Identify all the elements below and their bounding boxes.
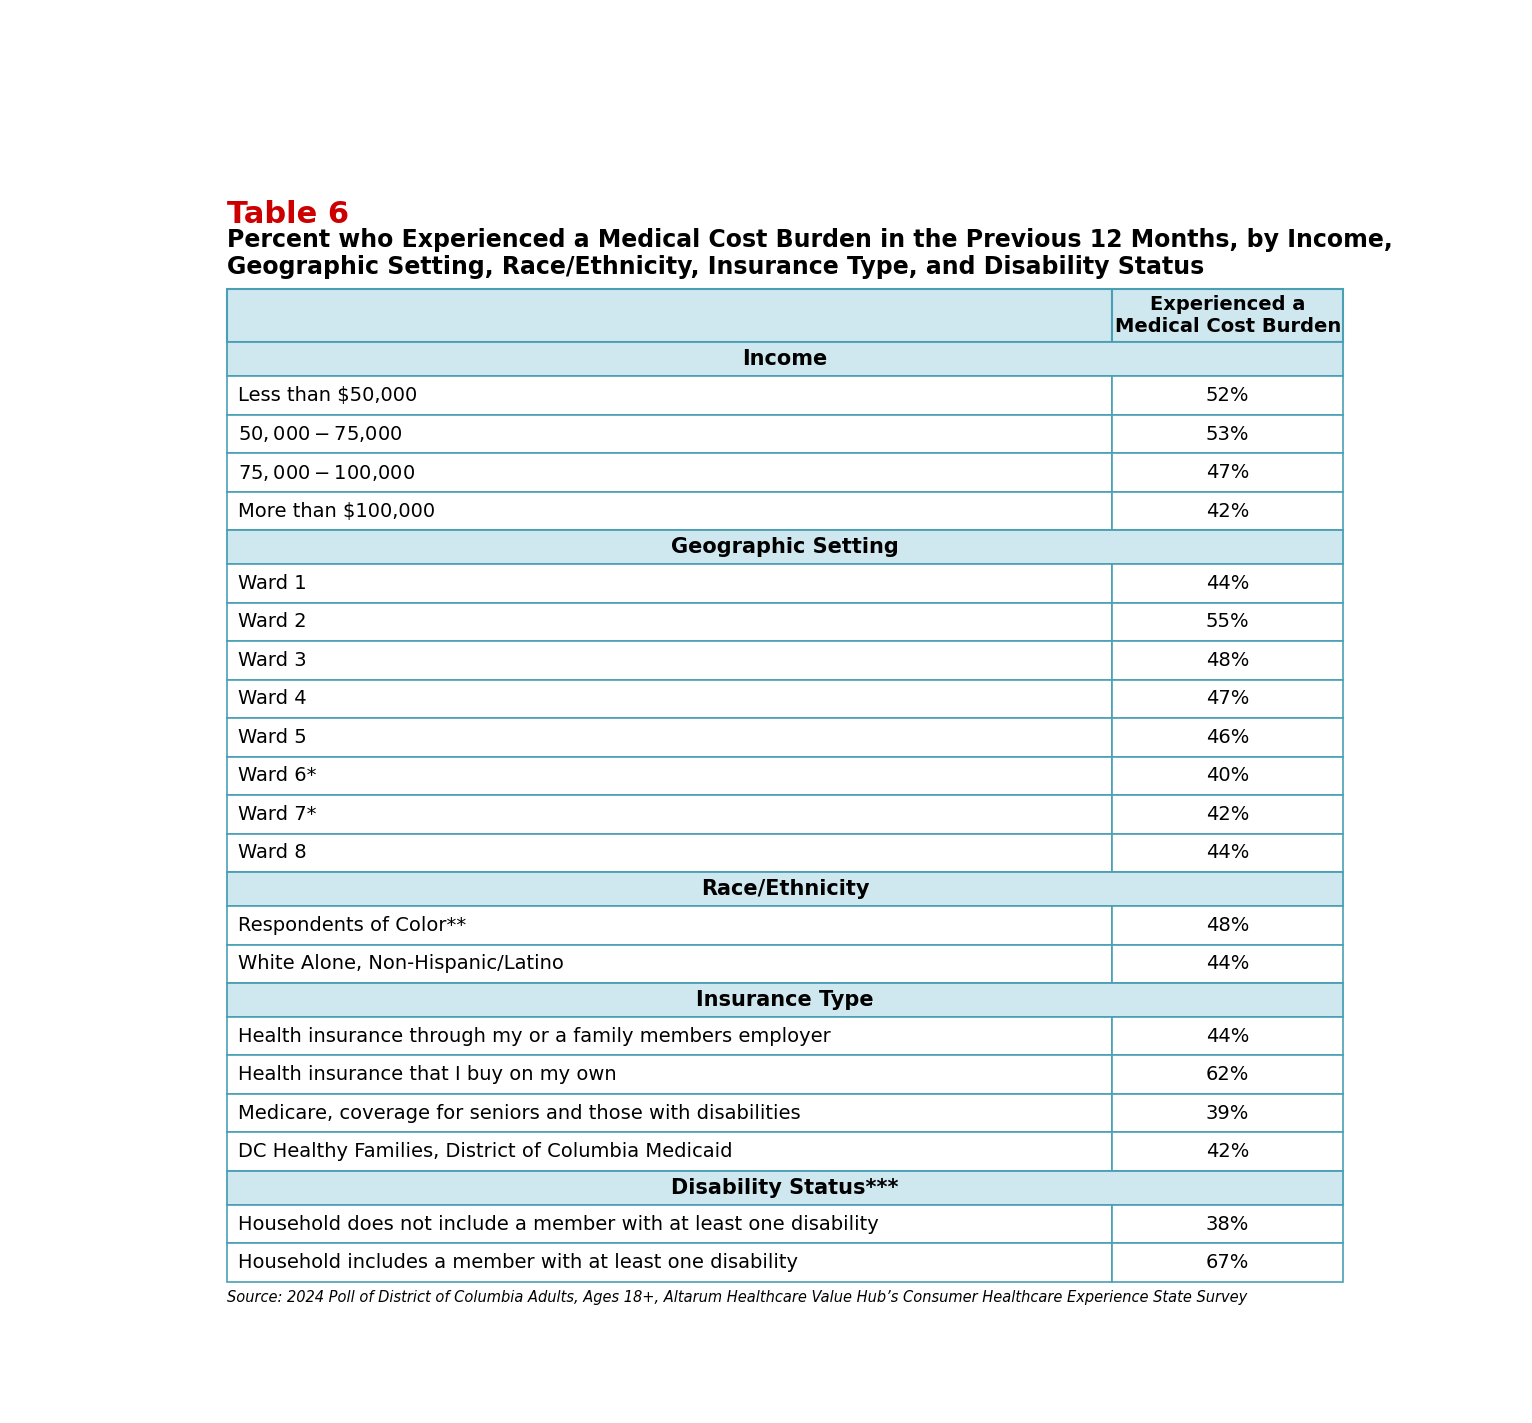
Text: Respondents of Color**: Respondents of Color** xyxy=(237,916,466,935)
Bar xyxy=(1112,1056,1344,1094)
Bar xyxy=(227,983,1344,1017)
Bar xyxy=(1112,757,1344,795)
Bar xyxy=(227,945,1112,983)
Text: Health insurance through my or a family members employer: Health insurance through my or a family … xyxy=(237,1027,830,1046)
Text: Ward 1: Ward 1 xyxy=(237,573,306,593)
Text: 44%: 44% xyxy=(1206,1027,1249,1046)
Bar xyxy=(1112,454,1344,492)
Text: Household includes a member with at least one disability: Household includes a member with at leas… xyxy=(237,1254,798,1272)
Bar xyxy=(1112,642,1344,680)
Bar xyxy=(227,603,1112,642)
Bar xyxy=(1112,906,1344,945)
Bar xyxy=(1112,834,1344,872)
Text: 55%: 55% xyxy=(1206,612,1250,632)
Bar xyxy=(227,872,1344,906)
Bar xyxy=(227,289,1112,343)
Text: Ward 7*: Ward 7* xyxy=(237,805,317,824)
Bar xyxy=(227,1171,1344,1205)
Bar xyxy=(1112,603,1344,642)
Text: Medicare, coverage for seniors and those with disabilities: Medicare, coverage for seniors and those… xyxy=(237,1104,801,1123)
Text: Income: Income xyxy=(743,350,827,370)
Text: Ward 6*: Ward 6* xyxy=(237,767,317,785)
Text: Insurance Type: Insurance Type xyxy=(697,990,873,1010)
Text: Household does not include a member with at least one disability: Household does not include a member with… xyxy=(237,1215,879,1234)
Text: 62%: 62% xyxy=(1206,1066,1249,1084)
Text: DC Healthy Families, District of Columbia Medicaid: DC Healthy Families, District of Columbi… xyxy=(237,1143,732,1161)
Bar xyxy=(227,343,1344,376)
Text: $50,000 - $75,000: $50,000 - $75,000 xyxy=(237,424,403,444)
Text: White Alone, Non-Hispanic/Latino: White Alone, Non-Hispanic/Latino xyxy=(237,955,564,973)
Bar xyxy=(227,834,1112,872)
Text: 39%: 39% xyxy=(1206,1104,1249,1123)
Bar xyxy=(227,565,1112,603)
Bar xyxy=(227,531,1344,565)
Bar xyxy=(1112,289,1344,343)
Bar xyxy=(227,906,1112,945)
Text: 40%: 40% xyxy=(1206,767,1249,785)
Text: Geographic Setting, Race/Ethnicity, Insurance Type, and Disability Status: Geographic Setting, Race/Ethnicity, Insu… xyxy=(227,256,1204,279)
Text: 67%: 67% xyxy=(1206,1254,1249,1272)
Bar xyxy=(1112,680,1344,719)
Bar xyxy=(227,1244,1112,1282)
Bar xyxy=(227,1094,1112,1133)
Text: 44%: 44% xyxy=(1206,844,1249,862)
Bar xyxy=(227,719,1112,757)
Text: 48%: 48% xyxy=(1206,916,1249,935)
Text: Ward 2: Ward 2 xyxy=(237,612,306,632)
Bar xyxy=(1112,376,1344,416)
Text: 42%: 42% xyxy=(1206,1143,1249,1161)
Bar xyxy=(1112,1094,1344,1133)
Bar xyxy=(227,1056,1112,1094)
Text: $75,000 - $100,000: $75,000 - $100,000 xyxy=(237,462,415,482)
Bar xyxy=(1112,1133,1344,1171)
Bar xyxy=(227,795,1112,834)
Bar xyxy=(1112,719,1344,757)
Text: 42%: 42% xyxy=(1206,805,1249,824)
Text: Ward 5: Ward 5 xyxy=(237,729,306,747)
Bar xyxy=(227,1017,1112,1056)
Text: Race/Ethnicity: Race/Ethnicity xyxy=(702,879,869,899)
Bar xyxy=(227,680,1112,719)
Bar xyxy=(227,1205,1112,1244)
Text: Ward 4: Ward 4 xyxy=(237,690,306,709)
Bar xyxy=(227,492,1112,531)
Bar xyxy=(227,376,1112,416)
Bar xyxy=(1112,565,1344,603)
Text: Source: 2024 Poll of District of Columbia Adults, Ages 18+, Altarum Healthcare V: Source: 2024 Poll of District of Columbi… xyxy=(227,1289,1247,1305)
Bar xyxy=(1112,1205,1344,1244)
Bar xyxy=(1112,945,1344,983)
Bar xyxy=(227,1133,1112,1171)
Text: Ward 8: Ward 8 xyxy=(237,844,306,862)
Bar xyxy=(1112,492,1344,531)
Bar xyxy=(227,642,1112,680)
Text: 38%: 38% xyxy=(1206,1215,1249,1234)
Bar xyxy=(1112,795,1344,834)
Text: 52%: 52% xyxy=(1206,386,1250,406)
Bar xyxy=(1112,1244,1344,1282)
Text: 44%: 44% xyxy=(1206,573,1249,593)
Text: 53%: 53% xyxy=(1206,424,1250,444)
Text: Health insurance that I buy on my own: Health insurance that I buy on my own xyxy=(237,1066,616,1084)
Bar xyxy=(227,757,1112,795)
Bar xyxy=(1112,416,1344,454)
Text: Table 6: Table 6 xyxy=(227,201,349,229)
Text: Disability Status***: Disability Status*** xyxy=(671,1178,899,1198)
Text: Less than $50,000: Less than $50,000 xyxy=(237,386,417,406)
Text: More than $100,000: More than $100,000 xyxy=(237,501,435,521)
Text: Ward 3: Ward 3 xyxy=(237,650,306,670)
Text: 47%: 47% xyxy=(1206,462,1249,482)
Text: Experienced a
Medical Cost Burden: Experienced a Medical Cost Burden xyxy=(1114,295,1340,336)
Bar xyxy=(1112,1017,1344,1056)
Text: 44%: 44% xyxy=(1206,955,1249,973)
Text: 42%: 42% xyxy=(1206,501,1249,521)
Bar xyxy=(227,454,1112,492)
Text: 46%: 46% xyxy=(1206,729,1249,747)
Bar xyxy=(227,416,1112,454)
Text: Percent who Experienced a Medical Cost Burden in the Previous 12 Months, by Inco: Percent who Experienced a Medical Cost B… xyxy=(227,228,1393,252)
Text: 47%: 47% xyxy=(1206,690,1249,709)
Text: Geographic Setting: Geographic Setting xyxy=(671,538,899,558)
Text: 48%: 48% xyxy=(1206,650,1249,670)
